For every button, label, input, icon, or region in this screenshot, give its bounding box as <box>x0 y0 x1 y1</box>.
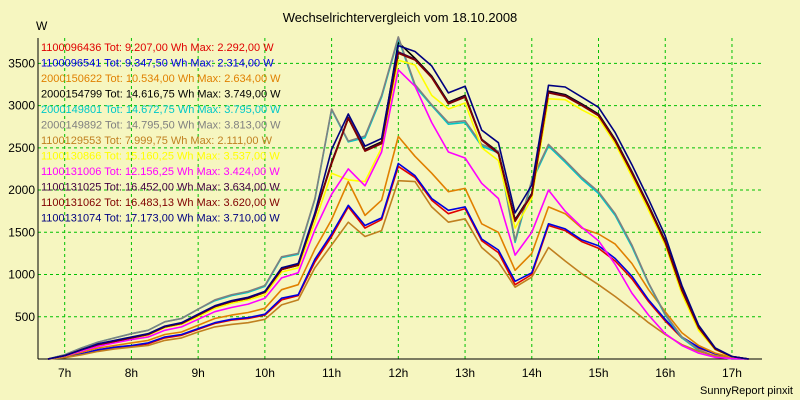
x-tick-label-3: 10h <box>255 366 275 380</box>
y-tick-label-2: 1500 <box>8 225 35 239</box>
x-tick-label-0: 7h <box>58 366 71 380</box>
series-line-2 <box>47 162 749 360</box>
grid-lines <box>38 38 762 359</box>
x-tick-label-10: 17h <box>722 366 742 380</box>
legend-entry-8: 1100130866 Tot: 15.160,25 Wh Max: 3.537,… <box>41 151 280 163</box>
x-tick-label-4: 11h <box>322 366 341 380</box>
legend-entry-12: 1100131074 Tot: 17.173,00 Wh Max: 3.710,… <box>41 213 280 225</box>
legend-entry-4: 2000154799 Tot: 14.616,75 Wh Max: 3.749,… <box>41 89 281 101</box>
legend-entry-3: 2000150622 Tot: 10.534,00 Wh Max: 2.634,… <box>41 73 281 85</box>
series-line-3 <box>47 135 749 360</box>
x-tick-label-2: 9h <box>191 366 204 380</box>
axes <box>37 38 762 360</box>
legend-entry-6: 2000149892 Tot: 14.795,50 Wh Max: 3.813,… <box>41 120 281 132</box>
y-tick-label-3: 2000 <box>8 183 35 197</box>
y-tick-label-4: 2500 <box>8 141 35 155</box>
legend-entry-1: 1100096436 Tot: 9.207,00 Wh Max: 2.292,0… <box>41 42 274 54</box>
legend-entry-2: 1100096541 Tot: 9.347,50 Wh Max: 2.314,0… <box>41 58 274 70</box>
y-tick-label-0: 500 <box>15 310 35 324</box>
series-line-1 <box>47 165 749 360</box>
series-line-9 <box>47 69 749 360</box>
legend-entry-9: 1100131006 Tot: 12.156,25 Wh Max: 3.424,… <box>41 166 280 178</box>
legend: 1100096436 Tot: 9.207,00 Wh Max: 2.292,0… <box>41 42 281 225</box>
chart-title: Wechselrichtervergleich vom 18.10.2008 <box>283 10 518 25</box>
tick-labels: 500 1000 1500 2000 2500 3000 3500 7h 8h 9h 10h 11h 1… <box>8 56 742 380</box>
credit-label: SunnyReport pinxit <box>700 385 793 397</box>
y-tick-label-5: 3000 <box>8 99 35 113</box>
series-line-7 <box>47 179 749 360</box>
series-line-12 <box>47 44 749 360</box>
x-tick-label-8: 15h <box>589 366 609 380</box>
x-tick-label-1: 8h <box>125 366 138 380</box>
series-lines <box>47 36 749 360</box>
x-tick-label-9: 16h <box>655 366 675 380</box>
legend-entry-10: 1100131025 Tot: 16.452,00 Wh Max: 3.634,… <box>41 182 280 194</box>
y-tick-label-1: 1000 <box>8 268 35 282</box>
y-axis-unit-label: W <box>36 19 48 33</box>
legend-entry-11: 1100131062 Tot: 16.483,13 Wh Max: 3.620,… <box>41 197 280 209</box>
legend-entry-5: 2000149801 Tot: 14.672,75 Wh Max: 3.795,… <box>41 104 281 116</box>
legend-entry-7: 1100129553 Tot: 7.999,75 Wh Max: 2.111,0… <box>41 135 273 147</box>
x-tick-label-7: 14h <box>522 366 542 380</box>
x-tick-label-6: 13h <box>455 366 475 380</box>
x-tick-label-5: 12h <box>388 366 408 380</box>
y-tick-label-6: 3500 <box>8 56 35 70</box>
series-line-6 <box>47 36 749 360</box>
